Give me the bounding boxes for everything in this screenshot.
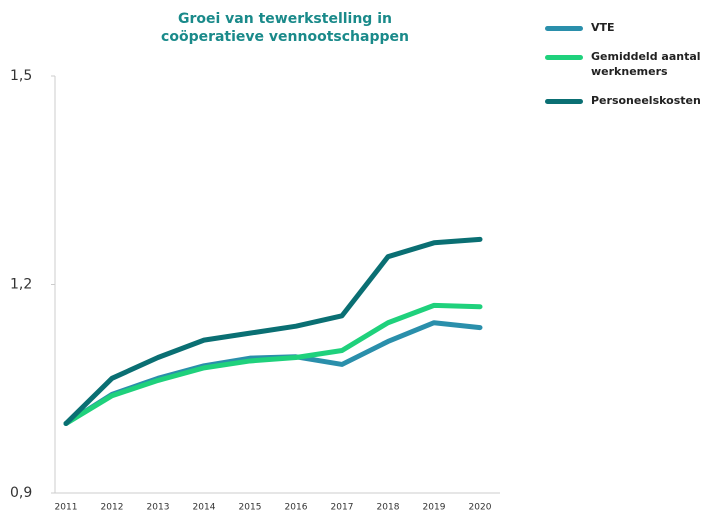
legend-swatch — [545, 26, 583, 31]
legend-item: Gemiddeld aantal werknemers — [545, 49, 720, 79]
x-tick-label: 2013 — [147, 503, 170, 511]
x-tick-label: 2016 — [285, 503, 308, 511]
legend: VTE Gemiddeld aantal werknemers Personeels… — [545, 20, 720, 122]
series-line — [63, 302, 483, 426]
legend-item: VTE — [545, 20, 720, 35]
x-tick-label: 2014 — [193, 503, 216, 511]
legend-swatch — [545, 55, 583, 60]
y-tick-label: 1,5 — [10, 68, 32, 84]
series-line — [63, 236, 483, 426]
y-tick-label: 0,9 — [10, 485, 32, 501]
y-tick-label: 1,2 — [10, 277, 32, 293]
legend-swatch — [545, 99, 583, 104]
x-tick-label: 2011 — [55, 503, 78, 511]
legend-item: Personeelskosten — [545, 93, 720, 108]
legend-label: VTE — [591, 21, 615, 34]
x-tick-label: 2018 — [377, 503, 400, 511]
x-tick-label: 2015 — [239, 503, 262, 511]
chart-title: Groei van tewerkstelling in coöperatieve… — [161, 11, 409, 45]
legend-label: Gemiddeld aantal werknemers — [591, 50, 701, 78]
x-tick-label: 2019 — [423, 503, 446, 511]
x-tick-label: 2017 — [331, 503, 354, 511]
legend-label: Personeelskosten — [591, 94, 701, 107]
x-tick-label: 2012 — [101, 503, 124, 511]
x-tick-label: 2020 — [469, 503, 492, 511]
